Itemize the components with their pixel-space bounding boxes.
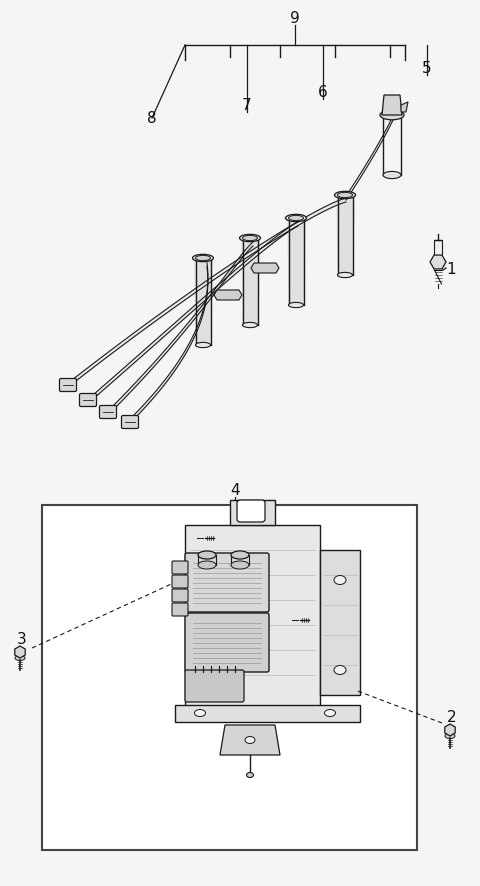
Text: 2: 2	[447, 711, 457, 726]
FancyBboxPatch shape	[99, 406, 117, 418]
Text: 9: 9	[290, 11, 300, 26]
FancyBboxPatch shape	[185, 553, 269, 612]
Text: 8: 8	[147, 111, 157, 126]
FancyBboxPatch shape	[172, 589, 188, 602]
Ellipse shape	[192, 254, 214, 261]
Ellipse shape	[198, 561, 216, 569]
Text: 1: 1	[446, 262, 456, 277]
Polygon shape	[185, 525, 320, 710]
Ellipse shape	[198, 551, 216, 559]
Ellipse shape	[337, 272, 352, 277]
Polygon shape	[251, 263, 279, 273]
FancyBboxPatch shape	[121, 416, 139, 429]
FancyBboxPatch shape	[237, 500, 265, 522]
Ellipse shape	[324, 710, 336, 717]
Text: 5: 5	[422, 60, 432, 75]
FancyBboxPatch shape	[172, 603, 188, 616]
FancyBboxPatch shape	[80, 393, 96, 407]
Polygon shape	[175, 705, 360, 722]
FancyBboxPatch shape	[172, 561, 188, 574]
Polygon shape	[214, 290, 242, 300]
Ellipse shape	[245, 736, 255, 743]
Ellipse shape	[288, 302, 303, 307]
Ellipse shape	[247, 773, 253, 778]
Polygon shape	[230, 500, 275, 525]
Text: 7: 7	[242, 97, 252, 113]
Ellipse shape	[334, 576, 346, 585]
Bar	[42, 505, 417, 850]
FancyBboxPatch shape	[289, 615, 301, 625]
Ellipse shape	[380, 110, 404, 120]
FancyBboxPatch shape	[185, 670, 244, 702]
Ellipse shape	[334, 665, 346, 674]
Ellipse shape	[337, 192, 352, 198]
Ellipse shape	[288, 215, 303, 221]
Ellipse shape	[194, 710, 205, 717]
Ellipse shape	[286, 214, 307, 222]
Ellipse shape	[231, 551, 249, 559]
Ellipse shape	[240, 234, 261, 242]
Ellipse shape	[15, 656, 25, 660]
Polygon shape	[445, 724, 455, 736]
Polygon shape	[15, 646, 25, 658]
Ellipse shape	[195, 342, 211, 347]
Polygon shape	[430, 255, 446, 269]
Polygon shape	[220, 725, 280, 755]
FancyBboxPatch shape	[172, 575, 188, 588]
Ellipse shape	[195, 255, 211, 260]
Ellipse shape	[445, 734, 455, 739]
Polygon shape	[382, 95, 402, 115]
FancyBboxPatch shape	[194, 533, 206, 543]
Ellipse shape	[242, 236, 257, 241]
FancyBboxPatch shape	[60, 378, 76, 392]
FancyBboxPatch shape	[185, 613, 269, 672]
Text: 4: 4	[230, 483, 240, 498]
Polygon shape	[320, 550, 360, 695]
Text: 3: 3	[17, 633, 27, 648]
Ellipse shape	[383, 171, 401, 179]
Ellipse shape	[335, 191, 356, 198]
Ellipse shape	[242, 323, 257, 328]
Polygon shape	[401, 102, 408, 112]
Ellipse shape	[231, 561, 249, 569]
Text: 6: 6	[318, 84, 328, 99]
